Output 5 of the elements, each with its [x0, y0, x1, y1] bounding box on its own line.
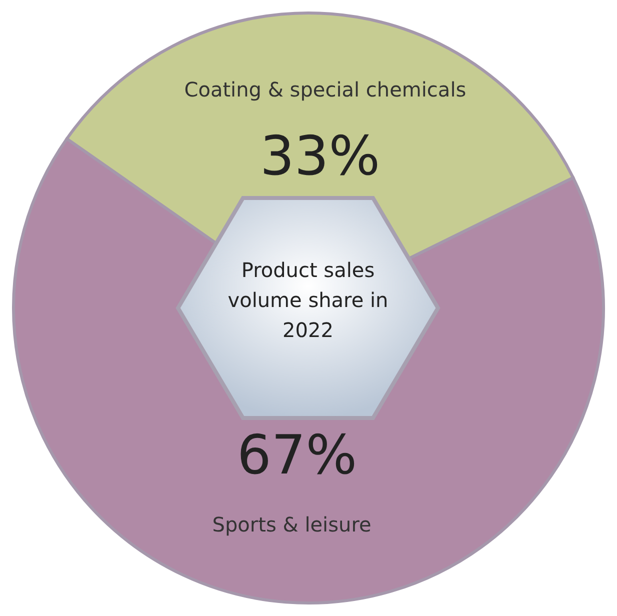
data-label: 33%	[260, 124, 380, 188]
slice-label: Coating & special chemicals	[184, 78, 466, 102]
text: Product sales volume share in 2022	[226, 257, 390, 344]
slice-label: Sports & leisure	[212, 512, 372, 536]
data-label: 67%	[236, 424, 358, 487]
